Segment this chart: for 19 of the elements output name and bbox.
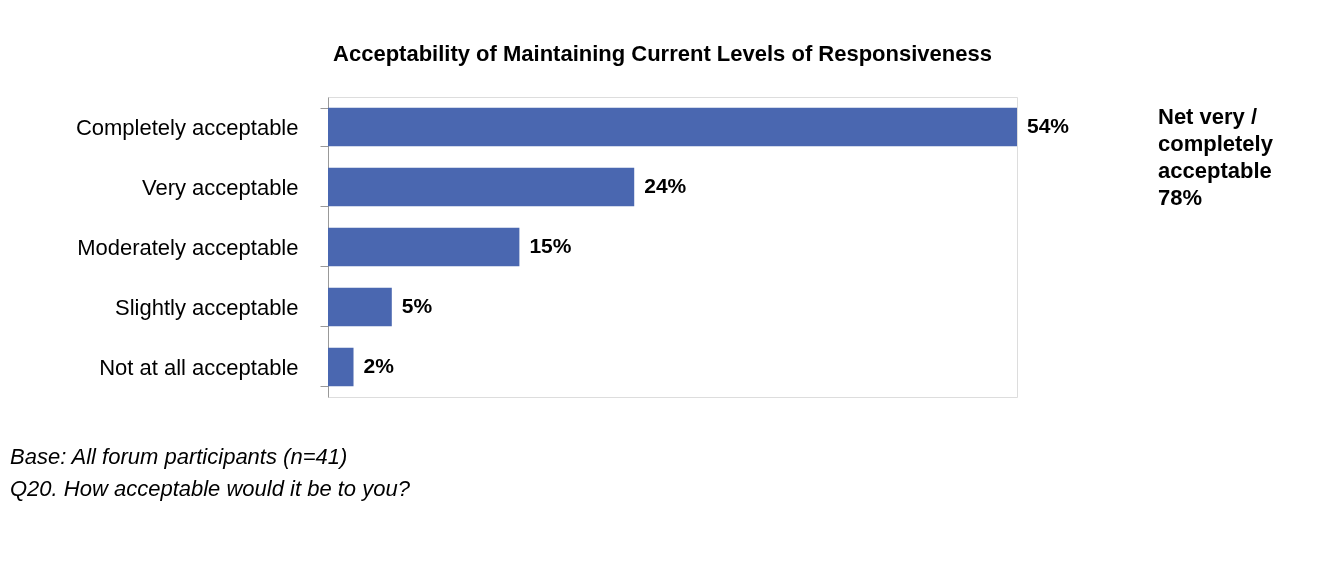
text: Net very / completely acceptable 78% <box>1158 104 1274 210</box>
bar <box>328 167 635 207</box>
data-label: 15% <box>529 234 572 257</box>
bar <box>328 107 1017 147</box>
text: Q20. How acceptable would it be to you? <box>10 476 411 501</box>
text: Base: All forum participants (n=41) <box>10 444 348 469</box>
y-tick-label: Very acceptable <box>141 174 299 200</box>
y-tick-label: Not at all acceptable <box>99 354 299 380</box>
y-tick-label: Completely acceptable <box>75 114 299 140</box>
data-label: 54% <box>1027 114 1070 137</box>
data-label: 5% <box>401 294 433 317</box>
data-label: 2% <box>363 354 395 377</box>
data-label: 24% <box>644 174 687 197</box>
bar <box>328 227 520 267</box>
y-tick-label: Slightly acceptable <box>115 294 299 320</box>
bar <box>328 287 392 327</box>
y-tick-label: Moderately acceptable <box>77 234 299 260</box>
bar <box>328 347 354 387</box>
chart-title: Acceptability of Maintaining Current Levels of Responsiveness <box>333 41 992 66</box>
